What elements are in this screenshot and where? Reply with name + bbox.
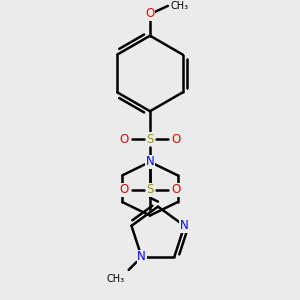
Text: N: N (137, 250, 146, 263)
Text: O: O (119, 183, 129, 196)
Text: S: S (146, 133, 154, 146)
Text: N: N (146, 155, 154, 168)
Text: O: O (146, 7, 154, 20)
Text: N: N (180, 219, 189, 232)
Text: CH₃: CH₃ (171, 1, 189, 11)
Text: O: O (171, 183, 181, 196)
Text: O: O (119, 133, 129, 146)
Text: O: O (171, 133, 181, 146)
Text: CH₃: CH₃ (107, 274, 125, 284)
Text: S: S (146, 183, 154, 196)
